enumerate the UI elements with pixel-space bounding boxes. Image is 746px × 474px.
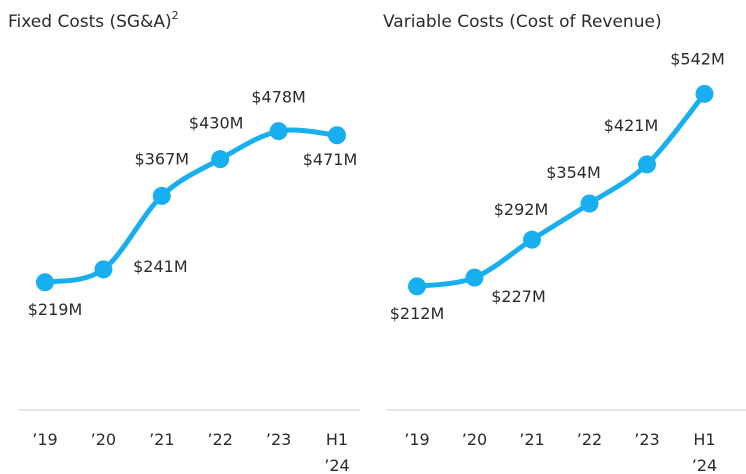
data-label: $219M: [28, 300, 83, 319]
x-tick-label: ’22: [576, 430, 603, 449]
x-tick-label: ’20: [90, 430, 117, 449]
x-tick-label: ’19: [32, 430, 58, 449]
data-label: $471M: [303, 150, 358, 169]
chart-title: Fixed Costs (SG&A)2: [8, 9, 179, 32]
x-tick-label: H1 ’24: [691, 430, 718, 474]
data-label: $212M: [390, 304, 445, 323]
data-label: $367M: [135, 149, 190, 168]
point: [465, 268, 484, 287]
x-tick-label: ’22: [207, 430, 233, 449]
point: [408, 277, 426, 296]
point: [211, 150, 230, 169]
data-label: $478M: [251, 88, 306, 107]
data-label: $292M: [494, 200, 549, 219]
x-tick-label: ’20: [461, 430, 488, 449]
x-tick-label: ’23: [634, 430, 660, 449]
title-note: 2: [172, 9, 179, 22]
title-text: Fixed Costs (SG&A): [8, 12, 172, 32]
data-label: $241M: [133, 257, 188, 276]
point: [523, 230, 541, 249]
data-label: $430M: [189, 114, 244, 133]
data-label: $354M: [546, 163, 601, 182]
title-text: Variable Costs (Cost of Revenue): [383, 12, 662, 32]
point: [638, 155, 656, 174]
data-label: $227M: [491, 287, 546, 306]
point: [695, 84, 714, 103]
x-tick-label: ’19: [404, 430, 430, 449]
point: [36, 273, 54, 292]
x-tick-label: H1 ’24: [324, 430, 350, 474]
line: [42, 127, 340, 285]
data-label: $421M: [604, 116, 659, 135]
x-tick-label: ’21: [149, 430, 175, 449]
point: [328, 126, 346, 145]
line: [414, 91, 707, 289]
x-tick-label: ’23: [265, 430, 292, 449]
point: [152, 186, 171, 205]
chart-title: Variable Costs (Cost of Revenue): [383, 12, 662, 32]
point: [269, 122, 288, 141]
data-label: $542M: [670, 49, 725, 68]
x-tick-label: ’21: [519, 430, 545, 449]
point: [580, 194, 599, 213]
point: [94, 260, 113, 279]
